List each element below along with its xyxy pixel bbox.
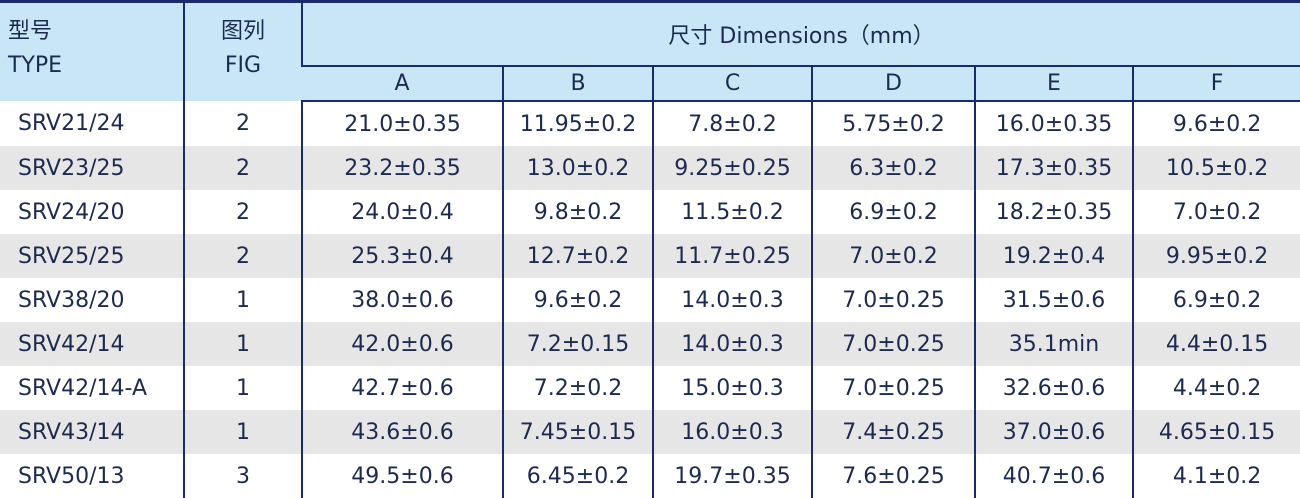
dimension-cell-b: 13.0±0.2 <box>502 146 653 190</box>
dimension-cell-c: 14.0±0.3 <box>652 278 812 322</box>
fig-cell: 2 <box>183 101 302 146</box>
dimension-cell-d: 7.0±0.25 <box>811 366 975 410</box>
column-header-c: C <box>652 65 812 102</box>
fig-cell: 2 <box>183 234 302 278</box>
column-header-b: B <box>502 65 653 102</box>
dimension-cell-c: 19.7±0.35 <box>652 454 812 498</box>
dimension-cell-b: 12.7±0.2 <box>502 234 653 278</box>
dimension-cell-c: 15.0±0.3 <box>652 366 812 410</box>
type-cell: SRV24/20 <box>18 199 125 225</box>
dimension-cell-f: 9.6±0.2 <box>1131 101 1300 146</box>
dimension-cell-a: 42.0±0.6 <box>301 322 503 366</box>
type-cell: SRV50/13 <box>18 463 125 489</box>
type-header: 型号 TYPE <box>0 1 184 101</box>
dimension-cell-a: 24.0±0.4 <box>301 190 503 234</box>
fig-cell: 1 <box>183 366 302 410</box>
dimension-cell-f: 4.65±0.15 <box>1131 410 1300 454</box>
dimension-cell-d: 6.9±0.2 <box>811 190 975 234</box>
dimension-cell-a: 21.0±0.35 <box>301 101 503 146</box>
dimension-cell-d: 7.6±0.25 <box>811 454 975 498</box>
dimension-cell-f: 9.95±0.2 <box>1131 234 1300 278</box>
dimension-cell-c: 7.8±0.2 <box>652 101 812 146</box>
dimension-cell-b: 6.45±0.2 <box>502 454 653 498</box>
fig-header-en: FIG <box>224 53 262 78</box>
dimension-cell-b: 9.6±0.2 <box>502 278 653 322</box>
type-cell: SRV38/20 <box>18 287 125 313</box>
dimension-cell-e: 31.5±0.6 <box>974 278 1133 322</box>
dimension-cell-c: 11.7±0.25 <box>652 234 812 278</box>
dimension-cell-b: 9.8±0.2 <box>502 190 653 234</box>
dimension-cell-e: 37.0±0.6 <box>974 410 1133 454</box>
dimension-cell-e: 16.0±0.35 <box>974 101 1133 146</box>
dimension-cell-d: 5.75±0.2 <box>811 101 975 146</box>
type-cell: SRV21/24 <box>18 111 125 136</box>
fig-cell: 1 <box>183 410 302 454</box>
dimension-cell-a: 49.5±0.6 <box>301 454 503 498</box>
dimension-cell-e: 19.2±0.4 <box>974 234 1133 278</box>
column-header-e: E <box>974 65 1133 102</box>
dimension-cell-e: 18.2±0.35 <box>974 190 1133 234</box>
fig-cell: 3 <box>183 454 302 498</box>
type-header-en: TYPE <box>8 53 63 78</box>
dimension-cell-e: 40.7±0.6 <box>974 454 1133 498</box>
table-row: SRV43/14 1 43.6±0.6 7.45±0.15 16.0±0.3 7.4±0.… <box>0 410 1300 454</box>
dimension-cell-a: 23.2±0.35 <box>301 146 503 190</box>
dimension-cell-e: 35.1min <box>974 322 1133 366</box>
dimension-cell-a: 25.3±0.4 <box>301 234 503 278</box>
table-row: SRV38/20 1 38.0±0.6 9.6±0.2 14.0±0.3 7.0±0.25… <box>0 278 1300 322</box>
dimension-cell-b: 7.45±0.15 <box>502 410 653 454</box>
table-row: SRV42/14 1 42.0±0.6 7.2±0.15 14.0±0.3 7.0±0.2… <box>0 322 1300 366</box>
dimension-cell-f: 4.4±0.15 <box>1131 322 1300 366</box>
fig-cell: 1 <box>183 278 302 322</box>
table-row: SRV23/25 2 23.2±0.35 13.0±0.2 9.25±0.25 6.3±0… <box>0 146 1300 190</box>
dimension-cell-c: 9.25±0.25 <box>652 146 812 190</box>
dimension-cell-d: 7.0±0.2 <box>811 234 975 278</box>
column-header-d: D <box>811 65 975 102</box>
fig-header: 图列 FIG <box>183 1 302 101</box>
dimension-cell-f: 6.9±0.2 <box>1131 278 1300 322</box>
dimension-cell-c: 16.0±0.3 <box>652 410 812 454</box>
dimension-cell-a: 38.0±0.6 <box>301 278 503 322</box>
type-cell: SRV25/25 <box>0 234 184 278</box>
type-cell: SRV42/14 <box>0 322 184 366</box>
table-row: SRV25/25 2 25.3±0.4 12.7±0.2 11.7±0.25 7.0±0.… <box>0 234 1300 278</box>
dimension-cell-e: 17.3±0.35 <box>974 146 1133 190</box>
type-header-cn: 型号 <box>8 19 53 44</box>
dimension-cell-a: 42.7±0.6 <box>301 366 503 410</box>
dimension-cell-d: 6.3±0.2 <box>811 146 975 190</box>
dimension-cell-f: 4.4±0.2 <box>1131 366 1300 410</box>
type-cell: SRV23/25 <box>0 146 184 190</box>
dimension-cell-f: 7.0±0.2 <box>1131 190 1300 234</box>
dimension-cell-b: 7.2±0.15 <box>502 322 653 366</box>
dimension-cell-b: 11.95±0.2 <box>502 101 653 146</box>
table-row: SRV21/24 2 21.0±0.35 11.95±0.2 7.8±0.2 5.75±0… <box>0 101 1300 146</box>
column-header-a: A <box>302 65 503 102</box>
dimensions-header: 尺寸 Dimensions（mm） <box>300 1 1300 66</box>
type-cell: SRV43/14 <box>0 410 184 454</box>
column-header-f: F <box>1131 65 1300 102</box>
dimension-cell-b: 7.2±0.2 <box>502 366 653 410</box>
table-row: SRV24/20 2 24.0±0.4 9.8±0.2 11.5±0.2 6.9±0.2 1… <box>0 190 1300 234</box>
dimension-cell-f: 10.5±0.2 <box>1131 146 1300 190</box>
dimension-cell-a: 43.6±0.6 <box>301 410 503 454</box>
table-row: SRV42/14-A 1 42.7±0.6 7.2±0.2 15.0±0.3 7.0±0.… <box>0 366 1300 410</box>
table-row: SRV50/13 3 49.5±0.6 6.45±0.2 19.7±0.35 7.6±0.… <box>0 454 1300 498</box>
dimension-cell-d: 7.4±0.25 <box>811 410 975 454</box>
fig-cell: 2 <box>183 190 302 234</box>
dimension-cell-d: 7.0±0.25 <box>811 322 975 366</box>
dimension-cell-c: 14.0±0.3 <box>652 322 812 366</box>
dimension-cell-f: 4.1±0.2 <box>1131 454 1300 498</box>
dimension-cell-c: 11.5±0.2 <box>652 190 812 234</box>
fig-cell: 1 <box>183 322 302 366</box>
fig-header-cn: 图列 <box>220 19 265 44</box>
dimension-cell-d: 7.0±0.25 <box>811 278 975 322</box>
fig-cell: 2 <box>183 146 302 190</box>
dimension-cell-e: 32.6±0.6 <box>974 366 1133 410</box>
type-cell: SRV42/14-A <box>18 375 148 401</box>
